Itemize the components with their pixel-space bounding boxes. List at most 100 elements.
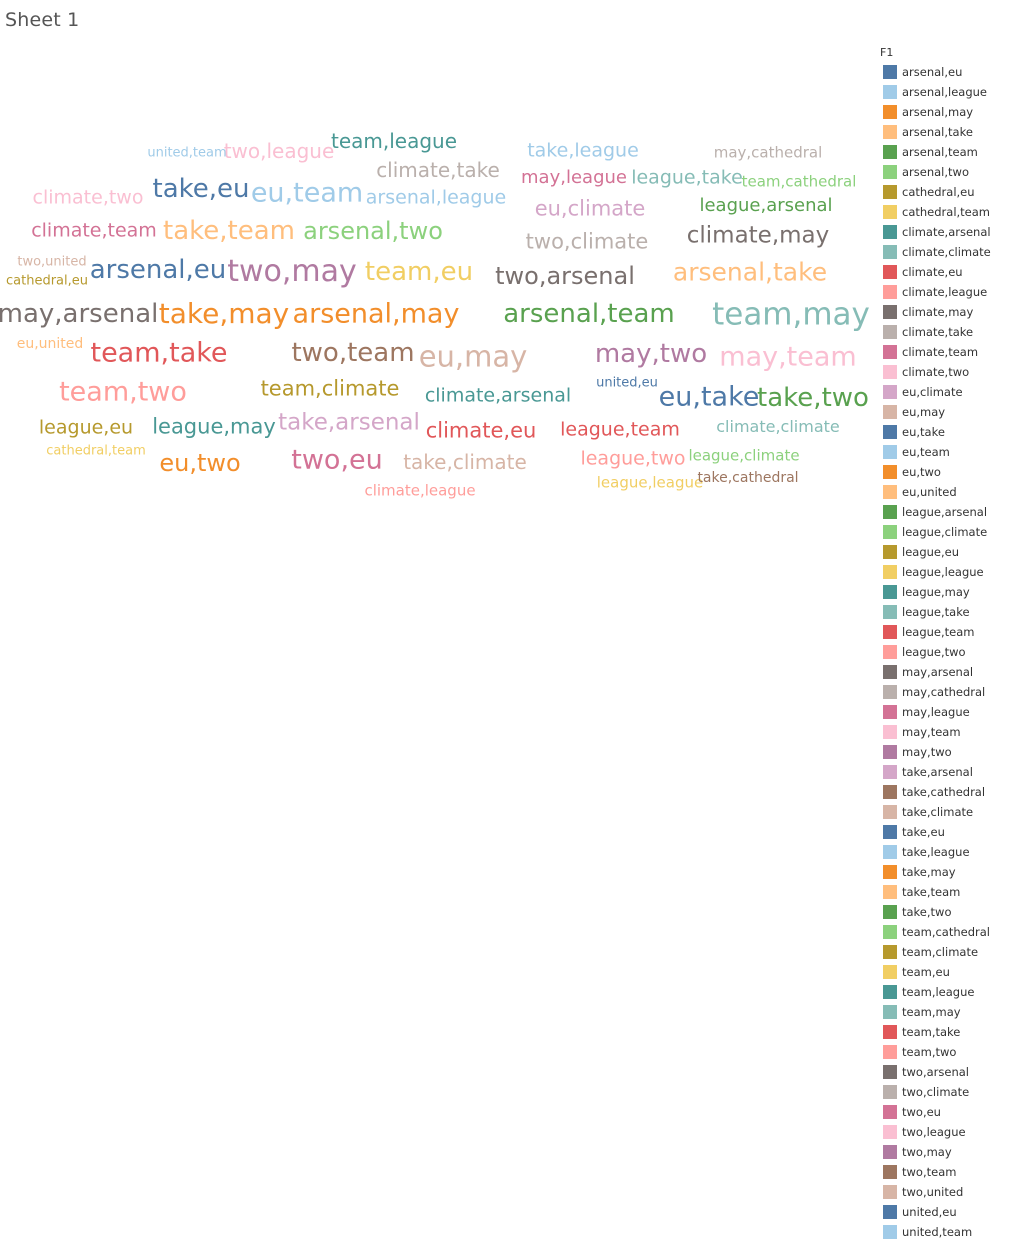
word-may-cathedral[interactable]: may,cathedral [713,143,823,162]
word-league-climate[interactable]: league,climate [688,446,800,465]
legend-item-league-climate[interactable]: league,climate [883,522,1013,542]
legend-item-team-cathedral[interactable]: team,cathedral [883,922,1013,942]
legend-item-climate-take[interactable]: climate,take [883,322,1013,342]
legend-item-eu-team[interactable]: eu,team [883,442,1013,462]
word-arsenal-team[interactable]: arsenal,team [503,299,675,329]
word-eu-team[interactable]: eu,team [250,177,364,209]
word-united-eu[interactable]: united,eu [596,375,658,391]
legend-item-take-eu[interactable]: take,eu [883,822,1013,842]
legend-item-eu-two[interactable]: eu,two [883,462,1013,482]
legend-item-may-two[interactable]: may,two [883,742,1013,762]
word-take-may[interactable]: take,may [158,297,290,330]
word-climate-arsenal[interactable]: climate,arsenal [424,384,572,407]
word-take-eu[interactable]: take,eu [152,174,250,204]
word-two-team[interactable]: two,team [291,338,415,368]
word-two-may[interactable]: two,may [227,254,357,289]
word-climate-eu[interactable]: climate,eu [425,418,537,443]
legend-item-league-arsenal[interactable]: league,arsenal [883,502,1013,522]
word-united-team[interactable]: united,team [147,145,227,161]
legend-item-league-team[interactable]: league,team [883,622,1013,642]
word-two-eu[interactable]: two,eu [291,444,383,476]
legend-item-may-league[interactable]: may,league [883,702,1013,722]
legend-item-eu-climate[interactable]: eu,climate [883,382,1013,402]
legend-item-may-team[interactable]: may,team [883,722,1013,742]
word-eu-may[interactable]: eu,may [418,339,528,374]
legend-item-may-cathedral[interactable]: may,cathedral [883,682,1013,702]
legend-item-arsenal-league[interactable]: arsenal,league [883,82,1013,102]
legend-item-take-team[interactable]: take,team [883,882,1013,902]
word-eu-united[interactable]: eu,united [16,336,84,352]
legend-item-team-league[interactable]: team,league [883,982,1013,1002]
word-take-two[interactable]: take,two [757,383,869,413]
legend-item-climate-league[interactable]: climate,league [883,282,1013,302]
legend-item-may-arsenal[interactable]: may,arsenal [883,662,1013,682]
legend-item-climate-team[interactable]: climate,team [883,342,1013,362]
word-two-league[interactable]: two,league [223,139,335,163]
legend-item-cathedral-team[interactable]: cathedral,team [883,202,1013,222]
legend-item-take-league[interactable]: take,league [883,842,1013,862]
legend-item-two-arsenal[interactable]: two,arsenal [883,1062,1013,1082]
word-cathedral-eu[interactable]: cathedral,eu [6,273,88,289]
legend-item-arsenal-two[interactable]: arsenal,two [883,162,1013,182]
legend-item-league-league[interactable]: league,league [883,562,1013,582]
legend-item-arsenal-team[interactable]: arsenal,team [883,142,1013,162]
word-cathedral-team[interactable]: cathedral,team [46,443,146,459]
legend-item-take-may[interactable]: take,may [883,862,1013,882]
legend-item-united-team[interactable]: united,team [883,1222,1013,1242]
word-two-climate[interactable]: two,climate [525,229,649,254]
word-league-take[interactable]: league,take [631,166,743,189]
word-take-cathedral[interactable]: take,cathedral [697,470,799,486]
legend-item-arsenal-eu[interactable]: arsenal,eu [883,62,1013,82]
legend-item-take-two[interactable]: take,two [883,902,1013,922]
word-team-cathedral[interactable]: team,cathedral [741,172,857,191]
legend-item-two-united[interactable]: two,united [883,1182,1013,1202]
word-league-league[interactable]: league,league [596,473,704,492]
legend-item-climate-may[interactable]: climate,may [883,302,1013,322]
word-eu-two[interactable]: eu,two [159,449,241,477]
legend-item-arsenal-may[interactable]: arsenal,may [883,102,1013,122]
legend-item-eu-united[interactable]: eu,united [883,482,1013,502]
legend-item-two-league[interactable]: two,league [883,1122,1013,1142]
word-arsenal-take[interactable]: arsenal,take [672,257,828,287]
word-may-arsenal[interactable]: may,arsenal [0,299,159,329]
legend-item-united-eu[interactable]: united,eu [883,1202,1013,1222]
word-league-arsenal[interactable]: league,arsenal [699,195,833,216]
legend-item-team-two[interactable]: team,two [883,1042,1013,1062]
legend-item-take-arsenal[interactable]: take,arsenal [883,762,1013,782]
word-may-league[interactable]: may,league [521,167,627,188]
word-climate-two[interactable]: climate,two [32,186,144,209]
word-two-united[interactable]: two,united [17,254,87,270]
legend-item-climate-two[interactable]: climate,two [883,362,1013,382]
legend-item-two-eu[interactable]: two,eu [883,1102,1013,1122]
word-climate-team[interactable]: climate,team [31,219,157,242]
legend-item-two-climate[interactable]: two,climate [883,1082,1013,1102]
word-league-eu[interactable]: league,eu [38,416,134,439]
word-may-two[interactable]: may,two [594,339,708,369]
legend-item-team-may[interactable]: team,may [883,1002,1013,1022]
legend-item-league-eu[interactable]: league,eu [883,542,1013,562]
word-team-league[interactable]: team,league [330,129,458,153]
legend-item-team-eu[interactable]: team,eu [883,962,1013,982]
word-take-climate[interactable]: take,climate [403,450,527,474]
legend-item-two-may[interactable]: two,may [883,1142,1013,1162]
word-eu-take[interactable]: eu,take [658,381,760,413]
legend-item-climate-arsenal[interactable]: climate,arsenal [883,222,1013,242]
word-take-arsenal[interactable]: take,arsenal [278,409,420,436]
legend-item-eu-may[interactable]: eu,may [883,402,1013,422]
legend-item-take-cathedral[interactable]: take,cathedral [883,782,1013,802]
word-arsenal-league[interactable]: arsenal,league [365,186,507,209]
word-arsenal-two[interactable]: arsenal,two [303,217,443,245]
legend-item-eu-take[interactable]: eu,take [883,422,1013,442]
word-league-team[interactable]: league,team [560,418,680,441]
word-team-two[interactable]: team,two [59,376,187,408]
word-team-climate[interactable]: team,climate [260,376,400,401]
legend-item-cathedral-eu[interactable]: cathedral,eu [883,182,1013,202]
word-climate-league[interactable]: climate,league [364,481,476,500]
legend-item-team-climate[interactable]: team,climate [883,942,1013,962]
legend-item-league-take[interactable]: league,take [883,602,1013,622]
word-arsenal-eu[interactable]: arsenal,eu [89,255,227,285]
legend-item-league-may[interactable]: league,may [883,582,1013,602]
legend-item-climate-eu[interactable]: climate,eu [883,262,1013,282]
word-climate-may[interactable]: climate,may [686,222,830,249]
word-league-two[interactable]: league,two [580,447,686,470]
